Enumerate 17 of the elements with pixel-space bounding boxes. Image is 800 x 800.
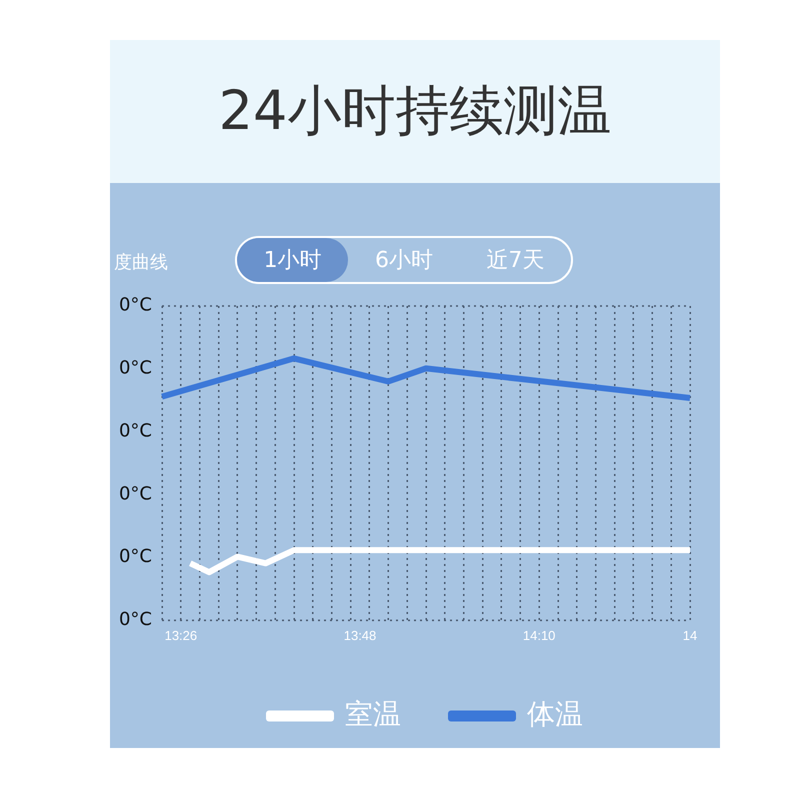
- text: 0°C: [118, 546, 152, 568]
- x-tick-label: 14:10: [522, 628, 556, 643]
- text: 0°C: [118, 420, 152, 442]
- chart-title: 24小时持续测温: [218, 78, 612, 144]
- legend-label: 室温: [345, 697, 401, 730]
- text: 0°C: [118, 294, 152, 316]
- text: 1小时: [237, 238, 348, 282]
- chart-subtitle: 度曲线: [114, 251, 168, 274]
- text: 近7天: [485, 247, 546, 275]
- text: 0°C: [118, 358, 152, 379]
- text: 0°C: [118, 609, 152, 630]
- text: 6小时: [374, 247, 434, 275]
- x-tick-label: 13:26: [164, 628, 198, 643]
- text: 0°C: [118, 483, 152, 504]
- x-tick-label: 13:48: [344, 628, 376, 643]
- x-tick-label: 14: [682, 628, 698, 643]
- legend-label: 体温: [527, 697, 583, 730]
